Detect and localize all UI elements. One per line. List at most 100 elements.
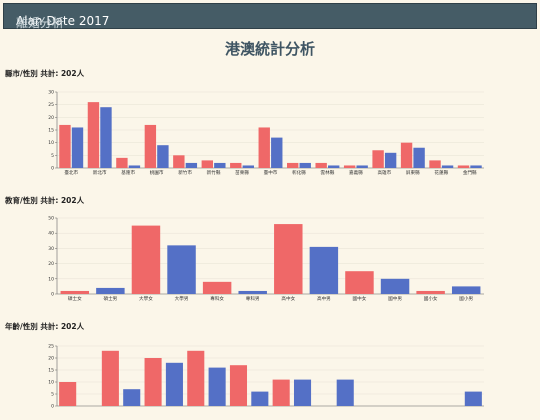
- bar: [451, 286, 481, 294]
- y-tick-label: 10: [48, 276, 54, 282]
- x-tick-label: 專科女: [210, 295, 224, 302]
- bar: [441, 165, 454, 168]
- bar: [100, 107, 112, 168]
- bar: [242, 165, 254, 168]
- bar: [167, 245, 196, 294]
- x-tick-label: 桃園市: [150, 169, 164, 176]
- bar: [464, 391, 482, 406]
- bar: [287, 162, 299, 168]
- x-tick-label: 大學男: [175, 295, 189, 302]
- top-bar: Alan Date 2017 離婚分析: [3, 3, 537, 30]
- x-tick-label: 新竹市: [178, 169, 192, 176]
- bar: [299, 162, 311, 168]
- y-tick-label: 25: [48, 344, 54, 350]
- bar: [214, 162, 226, 168]
- x-tick-label: 苗栗縣: [235, 169, 249, 176]
- y-tick-label: 30: [48, 246, 54, 252]
- bar: [116, 157, 128, 168]
- bar: [309, 246, 339, 294]
- y-tick-label: 30: [48, 90, 54, 96]
- bar: [101, 350, 119, 406]
- x-tick-label: 國中女: [353, 295, 367, 302]
- bar: [470, 165, 482, 168]
- x-tick-label: 花蓮縣: [434, 169, 448, 176]
- y-tick-label: 25: [48, 102, 54, 108]
- x-tick-label: 碩士男: [103, 295, 117, 302]
- app-title-text: Alan Date 2017: [16, 14, 110, 28]
- bar: [372, 150, 384, 168]
- bar: [429, 160, 441, 168]
- x-tick-label: 高雄市: [377, 169, 391, 176]
- bar: [165, 362, 183, 406]
- bar: [293, 379, 312, 406]
- bar: [59, 382, 77, 406]
- bar: [274, 224, 303, 294]
- x-tick-label: 基隆市: [121, 169, 135, 176]
- bar: [380, 278, 410, 294]
- bar: [208, 367, 226, 406]
- bar: [251, 391, 269, 406]
- bar: [258, 127, 270, 168]
- x-tick-label: 高中女: [281, 295, 295, 302]
- y-tick-label: 5: [51, 392, 54, 398]
- page-title: 港澳統計分析: [224, 40, 315, 58]
- bar: [384, 152, 397, 168]
- x-tick-label: 彰化縣: [292, 169, 306, 176]
- bar: [356, 165, 368, 168]
- y-tick-label: 0: [51, 166, 54, 172]
- bar: [272, 379, 290, 406]
- chart-1-label: 縣市/性別 共計: 202人: [5, 69, 85, 78]
- bar: [238, 290, 267, 294]
- bar: [123, 389, 141, 406]
- y-tick-label: 15: [48, 128, 54, 134]
- bar: [336, 379, 354, 406]
- bar: [60, 290, 90, 294]
- bar: [144, 358, 162, 406]
- x-tick-label: 碩士女: [68, 295, 82, 302]
- bar: [457, 165, 470, 168]
- bar: [131, 225, 161, 294]
- bar: [201, 160, 213, 168]
- bar: [144, 124, 157, 168]
- x-tick-label: 專科男: [246, 295, 260, 302]
- y-tick-label: 20: [48, 115, 54, 121]
- chart-3-label: 年齡/性別 共計: 202人: [5, 322, 85, 331]
- y-tick-label: 0: [51, 292, 54, 298]
- bar: [202, 281, 232, 294]
- bar: [185, 162, 198, 168]
- chart-education: 0 10 20 30 40 50 碩士女 碩士男 大學女 大學男 專科女 專科男 高中女 高中男 國中女 國中…: [48, 216, 484, 302]
- x-tick-label: 臺中市: [264, 169, 278, 176]
- x-tick-label: 國中男: [388, 295, 402, 302]
- x-tick-label: 雲林縣: [321, 169, 335, 176]
- bar: [271, 137, 283, 168]
- bar: [345, 271, 374, 294]
- bar: [416, 290, 445, 294]
- x-tick-label: 大學女: [139, 295, 153, 302]
- x-tick-label: 嘉義縣: [349, 169, 363, 176]
- x-tick-label: 高中男: [317, 295, 331, 302]
- bar: [157, 145, 169, 168]
- bar: [328, 165, 340, 168]
- y-tick-label: 50: [48, 216, 54, 222]
- chart-2-label: 教育/性別 共計: 202人: [5, 196, 85, 205]
- bar: [59, 124, 71, 168]
- x-tick-label: 國小男: [459, 295, 473, 302]
- x-tick-label: 金門縣: [463, 169, 477, 176]
- y-tick-label: 10: [48, 140, 54, 146]
- y-tick-label: 0: [51, 404, 54, 410]
- bar: [400, 142, 413, 168]
- y-tick-label: 15: [48, 368, 54, 374]
- bar: [413, 147, 425, 168]
- x-tick-label: 國小女: [424, 295, 438, 302]
- y-tick-label: 20: [48, 261, 54, 267]
- bar: [71, 127, 84, 168]
- bar: [87, 102, 100, 168]
- chart-region: 0 5 10 15 20 25 30 臺北市 新北市 基隆市 桃園市 新竹市 新竹縣 苗栗縣 臺中市 彰化縣 雲…: [48, 90, 484, 176]
- bar: [229, 365, 248, 406]
- x-tick-label: 臺北市: [64, 169, 78, 176]
- x-tick-label: 新北市: [93, 169, 107, 176]
- bar: [128, 165, 141, 168]
- bar: [230, 162, 242, 168]
- bar: [187, 350, 205, 406]
- x-tick-label: 屏東縣: [406, 169, 420, 176]
